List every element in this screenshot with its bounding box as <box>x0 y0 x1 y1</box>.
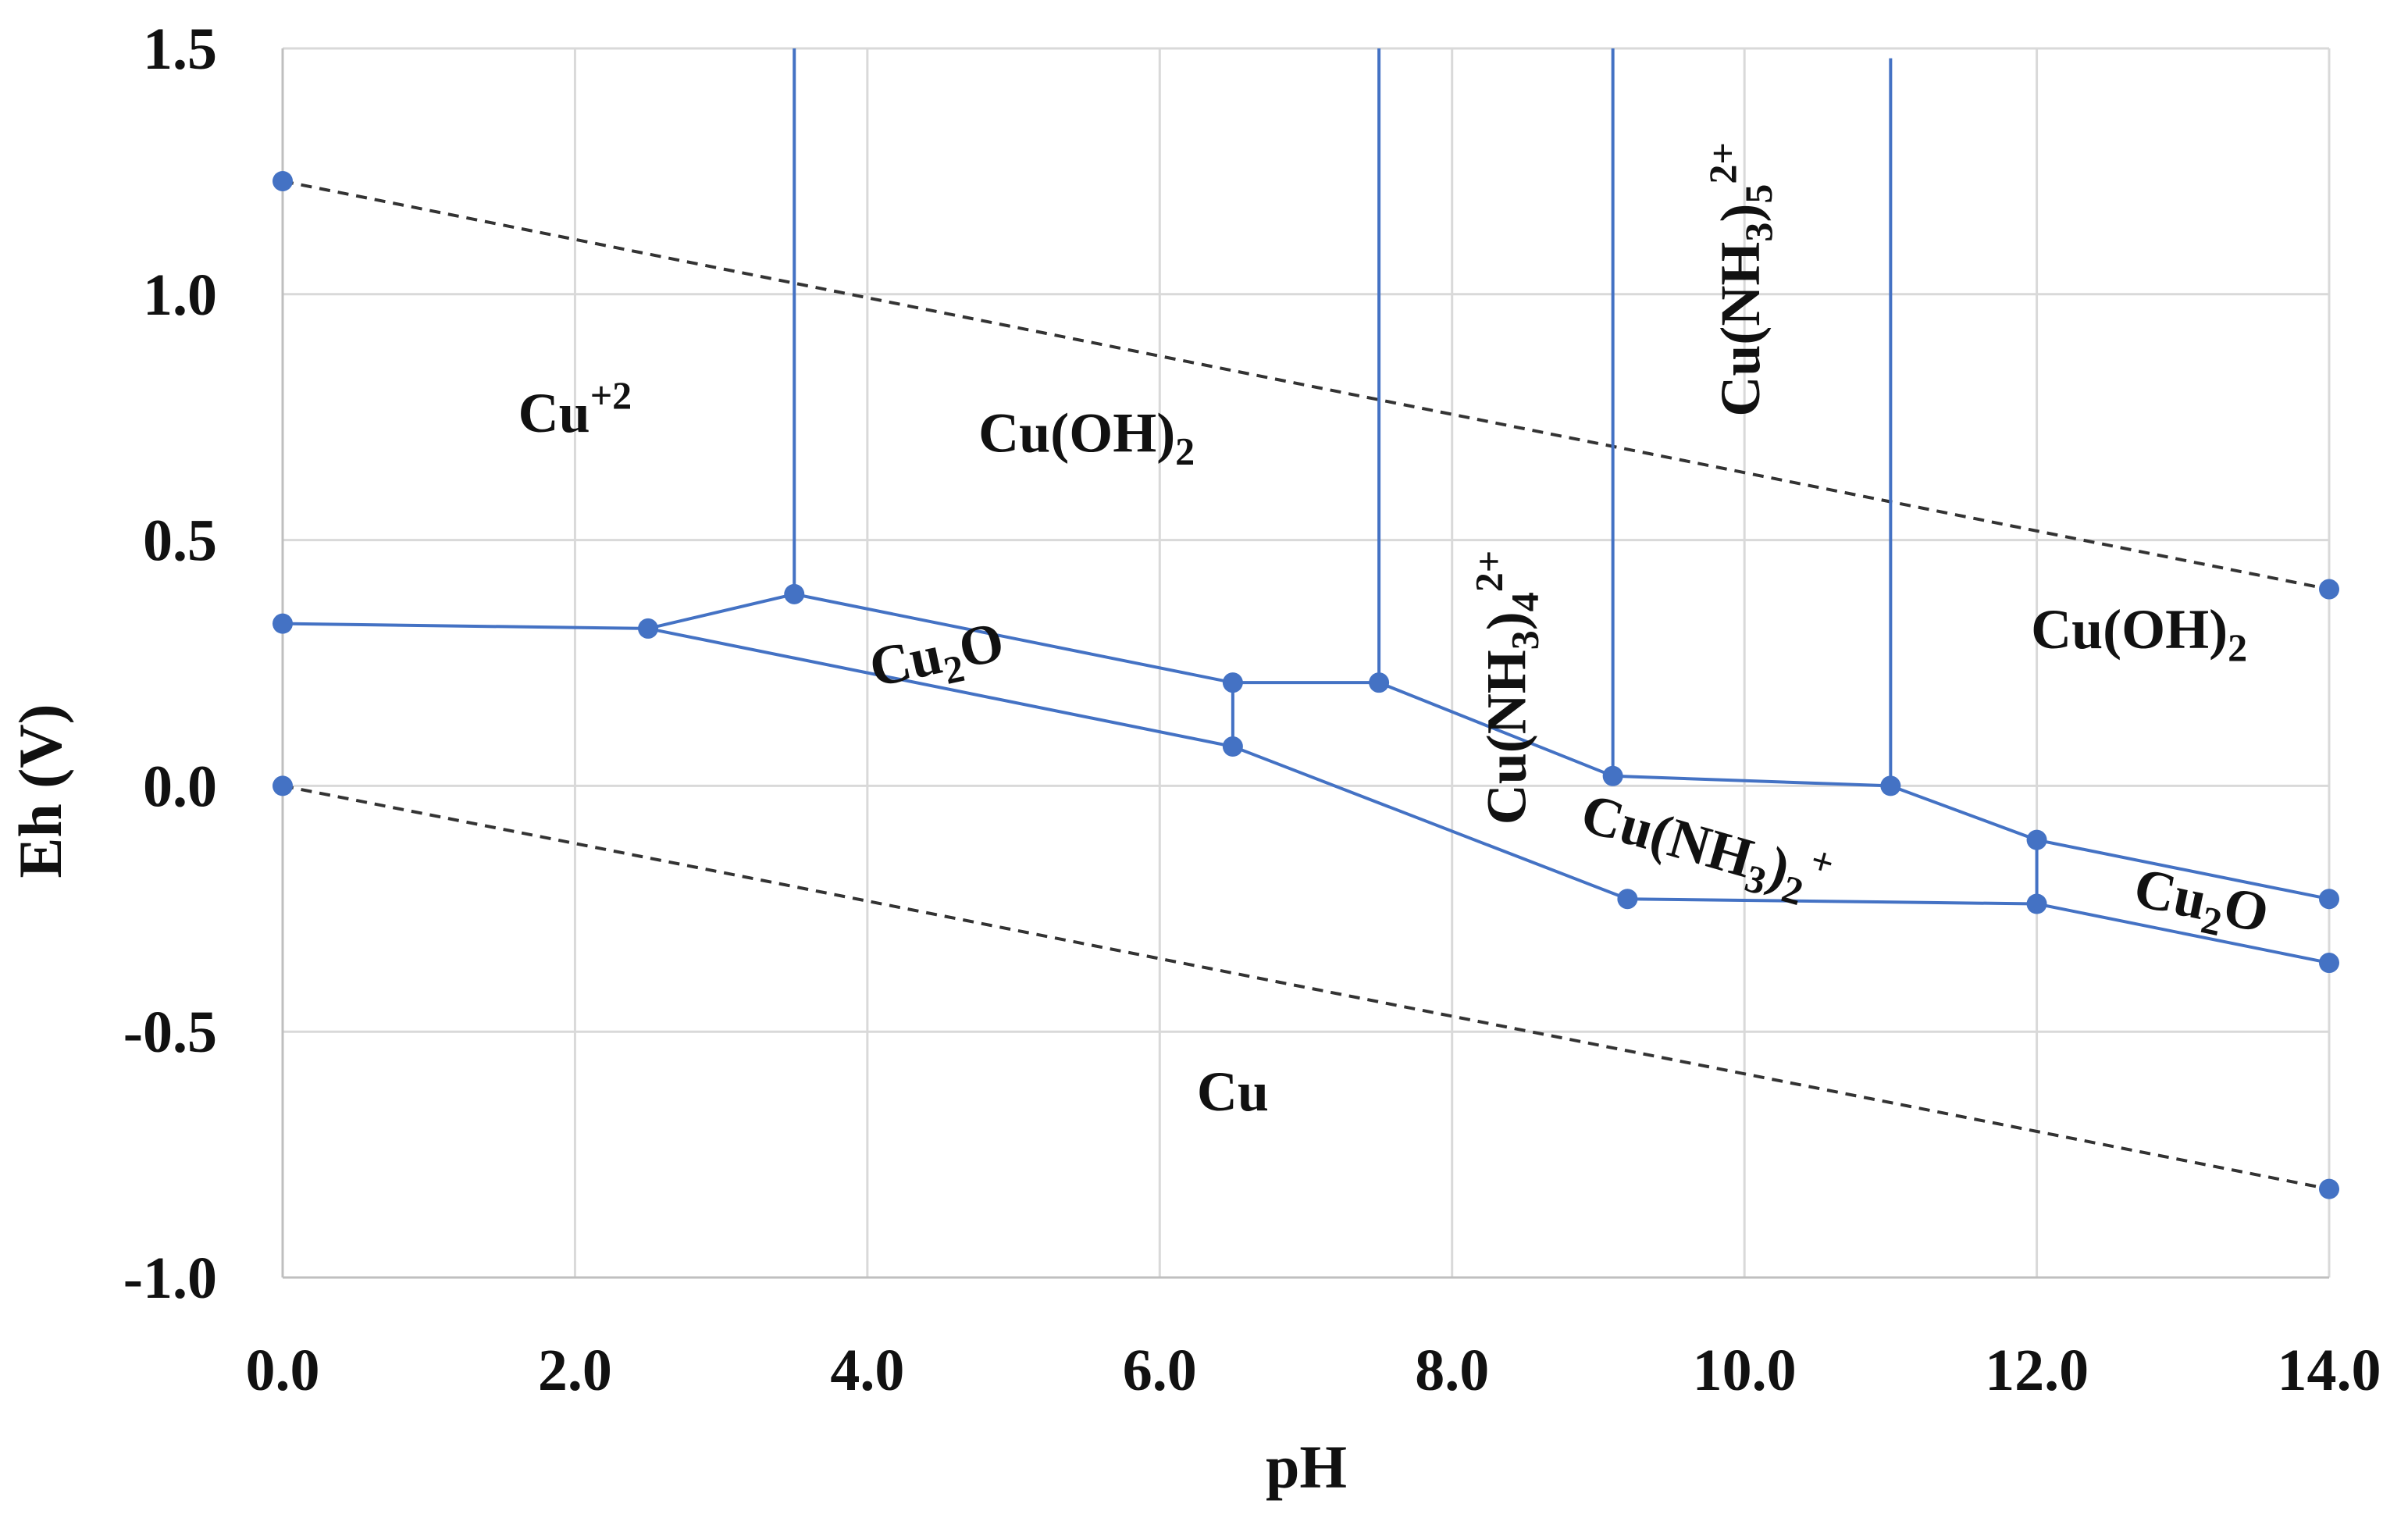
axis-layer <box>281 48 2329 1279</box>
x-tick-label: 4.0 <box>830 1338 904 1403</box>
region-cunh3-2-text: Cu(NH3)2+ <box>1573 773 1840 920</box>
region-cuoh2-right-text: Cu(OH)2 <box>2031 598 2247 669</box>
data-point <box>1880 775 1901 796</box>
region-labels: Cu+2Cu(OH)2Cu2OCu(NH3)42+Cu(NH3)52+Cu(NH… <box>518 142 2274 1123</box>
region-cuoh2-right: Cu(OH)2 <box>2031 598 2247 669</box>
data-point <box>273 613 293 634</box>
y-tick-label: -1.0 <box>123 1245 217 1311</box>
region-cu2o-right: Cu2O <box>2127 856 2274 953</box>
data-point <box>2319 889 2339 910</box>
water-lines <box>282 180 2330 1191</box>
region-cu2o-right-text: Cu2O <box>2127 856 2274 953</box>
region-cu2o-left: Cu2O <box>864 610 1011 707</box>
label-subscript: 3 <box>1737 223 1780 242</box>
label-base: Cu <box>2129 856 2213 932</box>
region-cu2o-left-text: Cu2O <box>864 610 1011 707</box>
region-cunh3-4-text: Cu(NH3)42+ <box>1466 551 1546 825</box>
upper-water-line <box>282 180 2330 591</box>
y-tick-label: 1.5 <box>143 16 217 82</box>
data-point <box>2319 953 2339 974</box>
data-point <box>784 583 805 604</box>
data-point <box>2026 829 2047 850</box>
grid-layer <box>281 47 2331 1279</box>
label-superscript: + <box>1806 837 1840 886</box>
region-cunh3-5-text: Cu(NH3)52+ <box>1701 142 1780 417</box>
label-subscript: 2 <box>1175 429 1195 472</box>
label-base: Cu(NH <box>1575 782 1760 890</box>
x-tick-label: 14.0 <box>2278 1338 2381 1403</box>
label-superscript: 2+ <box>1701 142 1744 184</box>
data-point <box>1222 672 1243 693</box>
region-cuoh2-left-text: Cu(OH)2 <box>978 401 1195 472</box>
label-superscript: +2 <box>590 373 632 417</box>
region-cu: Cu <box>1197 1060 1269 1123</box>
x-tick-label: 12.0 <box>1985 1338 2089 1403</box>
label-subscript: 3 <box>1502 630 1546 650</box>
y-tick-label: 0.5 <box>143 508 217 574</box>
label-base: Cu(OH) <box>978 401 1175 464</box>
region-cu-text: Cu <box>1197 1060 1269 1123</box>
region-cu2plus-text: Cu+2 <box>518 373 632 444</box>
label-mid: ) <box>1475 611 1537 630</box>
label-base: Cu(NH <box>1709 242 1772 417</box>
label-mid: ) <box>1709 204 1772 223</box>
data-point <box>273 170 293 191</box>
data-point <box>1369 672 1390 693</box>
data-point <box>638 618 659 639</box>
label-base: Cu <box>518 382 590 444</box>
x-tick-label: 0.0 <box>246 1338 320 1403</box>
label-subscript-2: 4 <box>1502 592 1546 611</box>
y-tick-label: 1.0 <box>143 262 217 328</box>
label-tail: O <box>2218 875 2274 945</box>
data-point <box>273 775 293 796</box>
region-cunh3-5: Cu(NH3)52+ <box>1701 142 1780 417</box>
data-point <box>2319 579 2339 600</box>
data-point <box>1602 765 1623 786</box>
data-point <box>2319 1178 2339 1199</box>
lower-water-line <box>282 784 2330 1191</box>
label-subscript-2: 5 <box>1737 184 1780 204</box>
x-tick-label: 8.0 <box>1415 1338 1489 1403</box>
data-markers <box>273 170 2339 1199</box>
y-tick-label: 0.0 <box>143 754 217 819</box>
data-point <box>1222 736 1243 757</box>
region-cunh3-2: Cu(NH3)2+ <box>1573 773 1840 920</box>
x-tick-label: 2.0 <box>538 1338 612 1403</box>
data-point <box>1617 889 1638 910</box>
cu2o-upper-boundary <box>282 592 2330 901</box>
data-point <box>2026 893 2047 914</box>
label-base: Cu <box>864 623 948 699</box>
label-base: Cu(OH) <box>2031 598 2228 661</box>
x-tick-label: 10.0 <box>1693 1338 1797 1403</box>
x-tick-label: 6.0 <box>1123 1338 1197 1403</box>
label-base: Cu(NH <box>1475 650 1537 825</box>
label-subscript: 2 <box>2228 625 2247 669</box>
tick-labels: 0.0 2.0 4.0 6.0 8.0 10.0 12.0 14.0 -1.0 -0.5 0.0 0.… <box>123 16 2381 1403</box>
region-cu2plus: Cu+2 <box>518 373 632 444</box>
region-cunh3-4: Cu(NH3)42+ <box>1466 551 1546 825</box>
x-axis-label: pH <box>1266 1433 1347 1501</box>
y-axis-label: Eh (V) <box>6 704 74 878</box>
region-cuoh2-left: Cu(OH)2 <box>978 401 1195 472</box>
boundary-lines <box>282 48 2330 965</box>
label-superscript: 2+ <box>1466 551 1510 593</box>
y-tick-label: -0.5 <box>123 1000 217 1065</box>
label-base: Cu <box>1197 1060 1269 1123</box>
